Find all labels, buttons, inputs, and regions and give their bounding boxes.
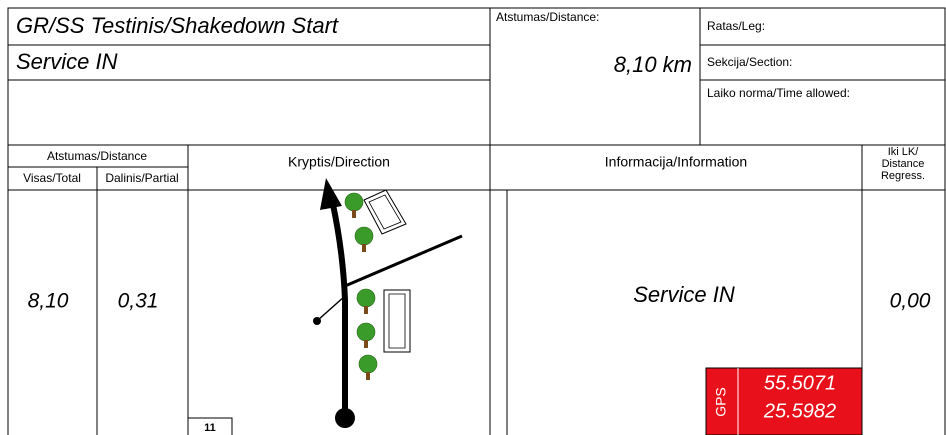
- table-grid: [7, 144, 946, 435]
- regress-distance: 0,00: [890, 290, 931, 313]
- distance-label: Atstumas/Distance:: [496, 10, 599, 24]
- section-label: Sekcija/Section:: [707, 55, 792, 69]
- regress-header-line: Distance: [882, 158, 925, 170]
- time-label: Laiko norma/Time allowed:: [707, 86, 850, 100]
- partial-header: Dalinis/Partial: [105, 171, 178, 185]
- regress-header: Iki LK/Distance Regress.: [881, 146, 925, 182]
- distance-value: 8,10 km: [614, 52, 692, 77]
- gps-label: GPS: [713, 387, 729, 417]
- total-header: Visas/Total: [23, 171, 81, 185]
- leg-label: Ratas/Leg:: [707, 19, 765, 33]
- regress-header-line: Iki LK/: [888, 146, 920, 158]
- subtitle: Service IN: [16, 49, 118, 74]
- gps-box: [705, 367, 863, 435]
- regress-header-line: Regress.: [881, 170, 925, 182]
- title: GR/SS Testinis/Shakedown Start: [16, 13, 339, 38]
- row-number: 11: [204, 422, 216, 434]
- direction-diagram: [313, 178, 463, 428]
- partial-distance: 0,31: [118, 290, 159, 313]
- information-header: Informacija/Information: [605, 154, 747, 170]
- gps-longitude: 25.5982: [763, 400, 836, 422]
- direction-header: Kryptis/Direction: [288, 154, 390, 170]
- gps-latitude: 55.5071: [764, 372, 836, 394]
- info-text: Service IN: [633, 282, 735, 307]
- total-distance: 8,10: [28, 290, 69, 313]
- distance-header: Atstumas/Distance: [47, 149, 147, 163]
